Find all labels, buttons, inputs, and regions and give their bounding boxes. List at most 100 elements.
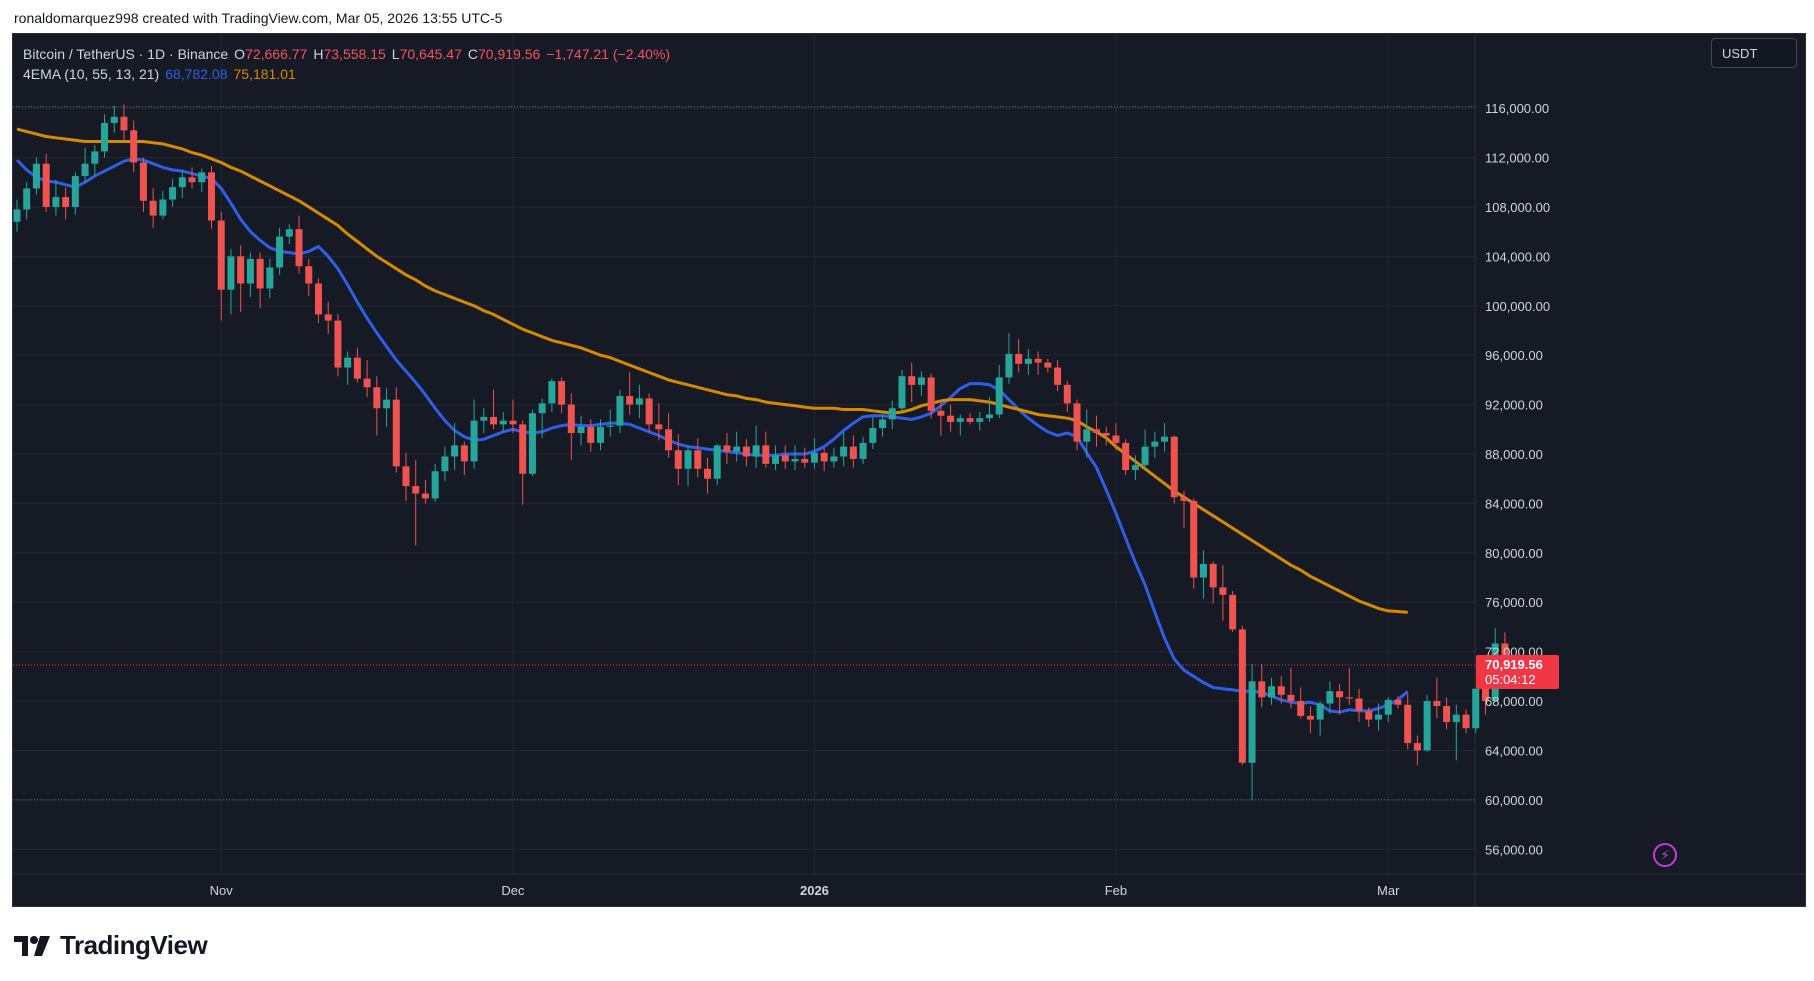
candle-body xyxy=(820,452,828,462)
candle-body xyxy=(830,456,838,462)
candle-body xyxy=(1044,362,1052,368)
lightning-icon[interactable]: ⚡ xyxy=(1653,843,1677,867)
candle xyxy=(1452,704,1460,761)
candle-body xyxy=(762,445,770,464)
candle-body xyxy=(1365,710,1373,720)
candle-body xyxy=(412,486,420,494)
candle-body xyxy=(178,177,186,188)
candle-body xyxy=(1336,691,1344,698)
currency-button[interactable]: USDT xyxy=(1711,38,1797,68)
candle-body xyxy=(101,122,109,152)
price-axis: 56,000.0060,000.0064,000.0068,000.0072,0… xyxy=(1485,101,1550,857)
ema-slow-value: 75,181.01 xyxy=(233,66,296,82)
price-tick-label: 100,000.00 xyxy=(1485,299,1550,314)
candle xyxy=(1005,332,1013,384)
price-tick-label: 108,000.00 xyxy=(1485,200,1550,215)
candle xyxy=(1365,707,1373,727)
candle-body xyxy=(995,377,1003,415)
candle xyxy=(635,384,643,419)
high-value: 73,558.15 xyxy=(323,46,386,62)
candle-body xyxy=(451,445,459,457)
candle xyxy=(742,439,750,467)
candle-body xyxy=(208,172,215,221)
candle xyxy=(1268,677,1276,705)
candle xyxy=(898,370,906,411)
candle xyxy=(490,389,498,430)
candle xyxy=(324,302,332,335)
candle-body xyxy=(1005,353,1013,378)
candle xyxy=(937,400,945,436)
candle-body xyxy=(13,209,21,222)
chart-panel[interactable]: 56,000.00 60,000.00 64,000.00 68,000.00 72,0… xyxy=(12,33,1806,907)
candle-body xyxy=(810,452,818,463)
candle-body xyxy=(1180,497,1188,501)
candle xyxy=(587,419,595,452)
open-value: 72,666.77 xyxy=(245,46,308,62)
candle xyxy=(752,425,760,468)
candle xyxy=(1306,706,1314,734)
candle-body xyxy=(1229,594,1237,630)
candle-body xyxy=(383,399,391,409)
price-tick-label: 80,000.00 xyxy=(1485,546,1543,561)
candle-body xyxy=(908,376,916,385)
candle-body xyxy=(587,426,595,443)
candle-body xyxy=(490,416,498,425)
candle xyxy=(1131,455,1139,480)
candle-body xyxy=(91,151,99,164)
candle-body xyxy=(528,413,536,474)
candle xyxy=(567,393,575,461)
candle-body xyxy=(246,258,254,284)
time-tick-label: Dec xyxy=(501,883,525,898)
candle xyxy=(451,423,459,471)
price-tick-label: 84,000.00 xyxy=(1485,496,1543,511)
candle xyxy=(723,433,731,464)
candle-body xyxy=(499,420,507,425)
candle xyxy=(1092,415,1100,447)
last-price-badge xyxy=(1476,654,1559,689)
time-tick-label: Feb xyxy=(1105,883,1127,898)
candle-body xyxy=(519,424,527,474)
candle xyxy=(1443,697,1451,730)
candle xyxy=(91,145,99,177)
candle xyxy=(246,252,254,298)
candle xyxy=(1248,664,1256,800)
candle xyxy=(334,314,342,377)
candle-body xyxy=(1345,697,1353,699)
candle-body xyxy=(966,418,974,422)
ema-fast-value: 68,782.08 xyxy=(165,66,228,82)
candle-body xyxy=(626,395,634,405)
created-with-caption: ronaldomarquez998 created with TradingVi… xyxy=(14,10,503,26)
candle-body xyxy=(188,177,196,183)
candle-body xyxy=(1151,441,1159,447)
candle-body xyxy=(1375,714,1382,720)
price-tick-label: 92,000.00 xyxy=(1485,398,1543,413)
candle xyxy=(1112,423,1120,451)
candle xyxy=(305,258,313,296)
symbol-label[interactable]: Bitcoin / TetherUS · 1D · Binance xyxy=(23,46,229,62)
price-tick-label: 60,000.00 xyxy=(1485,793,1543,808)
candle-body xyxy=(694,450,702,469)
candle-body xyxy=(470,420,478,462)
candle xyxy=(1384,697,1392,723)
candle-body xyxy=(1190,500,1198,578)
candle-body xyxy=(577,426,585,433)
candle xyxy=(1287,667,1295,709)
candle xyxy=(538,398,546,438)
candle-body xyxy=(1063,384,1071,404)
candle xyxy=(665,413,673,458)
candle-body xyxy=(480,416,488,421)
candle-body xyxy=(1248,681,1256,763)
candle-body xyxy=(956,418,964,422)
candle-body xyxy=(1355,698,1363,711)
candle xyxy=(703,457,711,494)
candle-body xyxy=(733,446,741,452)
candle-body xyxy=(305,266,313,284)
candle xyxy=(1063,381,1071,412)
candle xyxy=(1413,735,1421,766)
candle xyxy=(772,445,780,471)
candle-body xyxy=(285,229,293,237)
candle-body xyxy=(801,458,809,463)
indicator-label[interactable]: 4EMA (10, 55, 13, 21) xyxy=(23,66,160,82)
price-chart[interactable]: 56,000.0060,000.0064,000.0068,000.0072,0… xyxy=(13,34,1806,907)
